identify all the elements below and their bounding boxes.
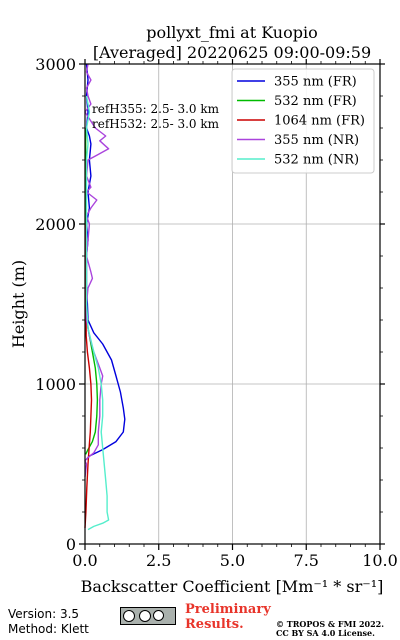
sa-share-alike-icon bbox=[153, 610, 164, 621]
chart-title-line2: [Averaged] 20220625 09:00-09:59 bbox=[93, 43, 371, 62]
legend-label-1: 532 nm (FR) bbox=[274, 94, 357, 109]
copyright-note: © TROPOS & FMI 2022. CC BY SA 4.0 Licens… bbox=[276, 620, 384, 638]
preliminary-line2: Results. bbox=[185, 617, 244, 632]
legend-box bbox=[231, 68, 375, 174]
ref-height-355-annotation: refH355: 2.5- 3.0 km bbox=[92, 102, 220, 116]
y-tick-label: 3000 bbox=[35, 55, 76, 74]
copyright-line2: CC BY SA 4.0 License. bbox=[276, 628, 375, 638]
series-line-4 bbox=[85, 95, 110, 531]
preliminary-line1: Preliminary bbox=[185, 602, 271, 617]
legend-label-4: 532 nm (NR) bbox=[274, 153, 359, 168]
cc-icon bbox=[123, 610, 135, 622]
y-axis-label: Height (m) bbox=[9, 260, 28, 348]
legend: 355 nm (FR) 532 nm (FR) 1064 nm (FR) 355 nm… bbox=[231, 68, 375, 174]
y-tick-label: 2000 bbox=[35, 215, 76, 234]
x-tick-label: 0.0 bbox=[72, 551, 97, 570]
legend-label-0: 355 nm (FR) bbox=[274, 75, 357, 90]
cc-license-logo bbox=[120, 607, 176, 625]
preliminary-note: Preliminary Results. bbox=[185, 602, 271, 632]
copyright-line1: © TROPOS & FMI 2022. bbox=[276, 619, 385, 629]
method-label: Method: Klett bbox=[8, 622, 89, 636]
legend-label-3: 355 nm (NR) bbox=[274, 133, 359, 148]
x-tick-label: 5.0 bbox=[220, 551, 245, 570]
ref-height-532-annotation: refH532: 2.5- 3.0 km bbox=[92, 117, 220, 131]
series-layer bbox=[84, 63, 126, 531]
version-label: Version: 3.5 bbox=[8, 607, 80, 621]
y-tick-label: 1000 bbox=[35, 375, 76, 394]
chart-title-line1: pollyxt_fmi at Kuopio bbox=[146, 23, 317, 42]
series-line-3 bbox=[84, 63, 110, 477]
x-tick-label: 10.0 bbox=[362, 551, 398, 570]
axis-ticks: 0.0 2.5 5.0 7.5 10.0 0 1000 2000 3000 bbox=[35, 55, 398, 570]
x-axis-label: Backscatter Coefficient [Mm⁻¹ * sr⁻¹] bbox=[81, 577, 384, 596]
series-line-2 bbox=[84, 223, 93, 529]
by-attribution-icon bbox=[139, 610, 151, 622]
y-tick-label: 0 bbox=[66, 535, 76, 554]
x-tick-label: 2.5 bbox=[146, 551, 171, 570]
chart-canvas: pollyxt_fmi at Kuopio [Averaged] 2022062… bbox=[9, 23, 398, 596]
x-tick-label: 7.5 bbox=[294, 551, 319, 570]
legend-label-2: 1064 nm (FR) bbox=[274, 114, 365, 129]
